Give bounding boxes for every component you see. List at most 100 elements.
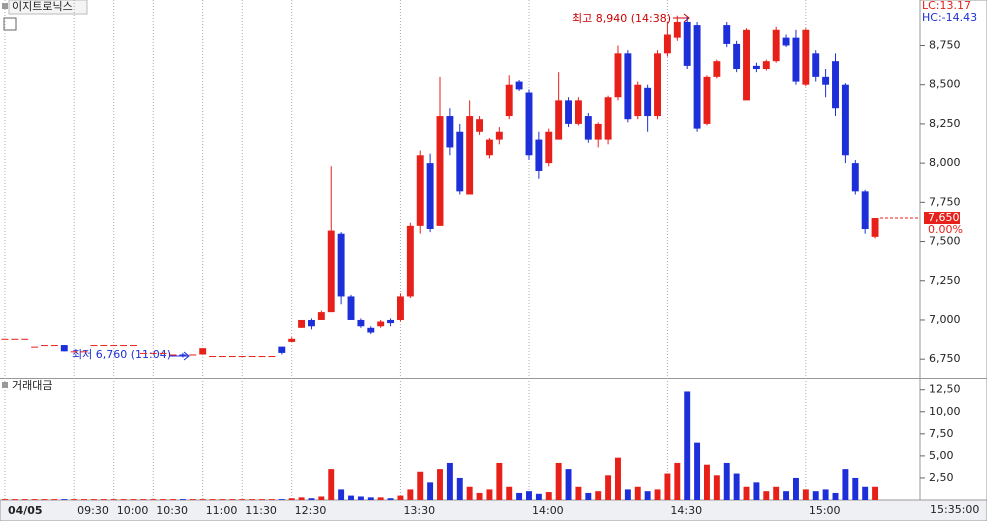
candle-body [723, 25, 731, 44]
candle-body [792, 37, 800, 82]
y-tick-label: 7,000 [929, 313, 961, 326]
bar [61, 499, 68, 500]
candle-body [851, 163, 859, 192]
candle-body [654, 53, 661, 117]
bar [51, 499, 58, 500]
bar [229, 499, 236, 500]
y-tick-label: 8,000 [929, 156, 961, 169]
candle-body [574, 100, 582, 124]
current-box [924, 212, 960, 225]
bar [249, 499, 256, 500]
candle-body [139, 352, 147, 354]
candle-body [298, 319, 306, 328]
x-tick-label: 15:00 [809, 504, 841, 517]
bar [862, 486, 869, 500]
candle-body [80, 351, 88, 353]
bar [199, 499, 206, 500]
bar [624, 489, 631, 500]
candle-body [308, 319, 315, 327]
bar [130, 499, 137, 500]
legend-item: LC:13.17 [922, 0, 971, 12]
bar [684, 391, 691, 500]
candle-body [31, 346, 39, 348]
bar [595, 491, 602, 500]
annotation: 최저 6,760 (11:04) [72, 348, 171, 361]
bar [723, 462, 730, 500]
bar [328, 469, 335, 500]
bar [575, 486, 582, 500]
candle-body [594, 123, 602, 140]
x-tick-label: 12:30 [295, 504, 327, 517]
bar [348, 495, 354, 500]
candle-body [495, 131, 503, 140]
candle-body [802, 29, 810, 85]
bar [407, 489, 414, 500]
candle-body [525, 92, 533, 156]
bar [41, 499, 48, 500]
bar [812, 491, 819, 500]
candle-body [713, 61, 721, 77]
candle-body [693, 25, 701, 129]
candle-body [90, 345, 98, 347]
candle-body [634, 84, 642, 117]
y-tick-label: 7,500 [929, 235, 961, 248]
candle-body [505, 84, 513, 117]
bar [239, 499, 246, 500]
candle-body [288, 338, 296, 342]
bar [259, 499, 265, 500]
bar [268, 499, 275, 500]
bar [387, 498, 394, 500]
bar [733, 473, 740, 500]
bar [11, 499, 18, 500]
candle-body [604, 97, 612, 140]
candle-body [367, 327, 375, 333]
bar [209, 499, 216, 500]
candle-body [772, 29, 780, 62]
x-tick-label: 10:00 [117, 504, 149, 517]
candle-body [871, 218, 879, 237]
bar [31, 499, 38, 500]
bar [21, 499, 28, 500]
candle-body [159, 352, 167, 354]
candle-body [248, 356, 256, 358]
bar [545, 492, 552, 500]
candle-body [149, 352, 157, 354]
time-axis [0, 499, 987, 521]
bar [100, 499, 107, 500]
bar [278, 499, 285, 500]
title-box [8, 0, 88, 15]
bar [605, 475, 612, 500]
y-tick-label: 10,00 [929, 405, 961, 418]
candle-body [703, 76, 711, 124]
bar [397, 495, 404, 500]
bar [634, 486, 641, 500]
candle-body [199, 348, 207, 355]
candle-body [752, 65, 760, 70]
x-tick-label: 11:00 [206, 504, 238, 517]
candle-body [50, 345, 58, 347]
candle-body [663, 34, 671, 54]
icon[interactable] [3, 17, 17, 31]
bar [150, 499, 157, 500]
bar [565, 469, 572, 500]
candle-body [357, 319, 365, 327]
x-tick-label: 10:30 [156, 504, 188, 517]
candle-body [347, 296, 355, 320]
bar [298, 497, 305, 500]
y-tick-label: 8,250 [929, 117, 961, 130]
candle-body [535, 139, 543, 171]
bar [555, 462, 562, 500]
change: 0.00% [928, 223, 963, 236]
candle-body [416, 155, 424, 226]
candle-body [396, 296, 404, 320]
candle-body [327, 230, 335, 313]
candle-body [377, 321, 385, 327]
candle-body [1, 338, 9, 340]
candle-body [832, 61, 839, 109]
bar [773, 486, 780, 500]
bar [674, 462, 681, 500]
candle-body [120, 345, 128, 347]
candle-body [822, 76, 830, 85]
candle-body [446, 116, 454, 148]
bar [110, 499, 117, 500]
